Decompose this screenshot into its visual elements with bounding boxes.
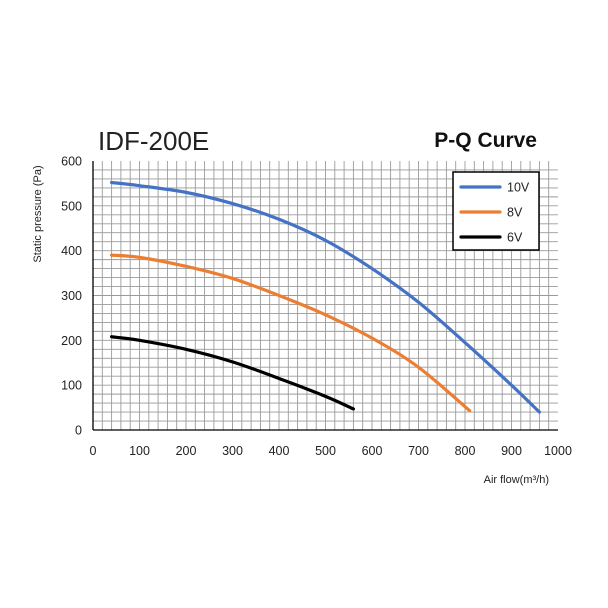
y-tick-labels: 0 100 200 300 400 500 600	[61, 155, 82, 438]
series-line-6v	[110, 335, 355, 411]
x-tick-labels: 0 100 200 300 400 500 600 700 800 900 1000	[90, 444, 572, 458]
series-line-8v	[110, 253, 472, 413]
y-tick-label: 200	[61, 334, 82, 348]
y-tick-label: 0	[75, 424, 82, 438]
axes	[92, 161, 558, 431]
legend-label-8v: 8V	[507, 206, 523, 220]
x-tick-label: 700	[408, 444, 429, 458]
grid	[93, 161, 558, 430]
legend: 10V 8V 6V	[452, 171, 540, 251]
series-lines	[110, 180, 541, 414]
chart-title: P-Q Curve	[434, 129, 537, 152]
series-line-10v	[110, 180, 541, 414]
x-tick-label: 500	[315, 444, 336, 458]
x-tick-label: 400	[269, 444, 290, 458]
x-tick-label: 800	[455, 444, 476, 458]
y-tick-label: 600	[61, 155, 82, 169]
y-tick-label: 100	[61, 379, 82, 393]
x-tick-label: 600	[362, 444, 383, 458]
x-tick-label: 200	[176, 444, 197, 458]
legend-label-6v: 6V	[507, 231, 523, 245]
y-axis-label: Static pressure (Pa)	[32, 165, 44, 262]
x-tick-label: 1000	[544, 444, 572, 458]
model-label: IDF-200E	[98, 126, 209, 156]
y-tick-label: 400	[61, 244, 82, 258]
legend-label-10v: 10V	[507, 181, 530, 195]
x-tick-label: 300	[222, 444, 243, 458]
x-axis-label: Air flow(m³/h)	[484, 474, 549, 486]
y-tick-label: 300	[61, 289, 82, 303]
x-tick-label: 0	[90, 444, 97, 458]
x-tick-label: 900	[501, 444, 522, 458]
y-tick-label: 500	[61, 199, 82, 213]
x-tick-label: 100	[129, 444, 150, 458]
